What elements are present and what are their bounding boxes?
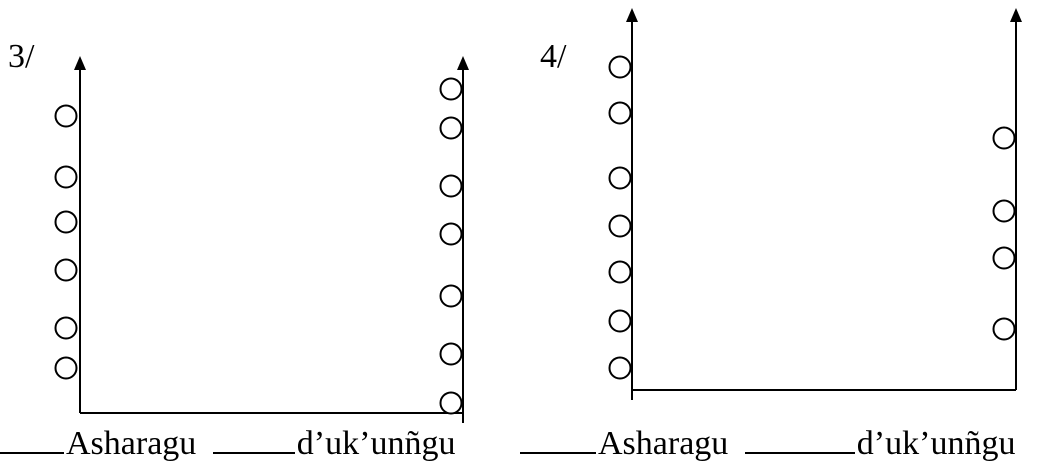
left-label: Asharagu [66,425,197,462]
left-circle [608,214,632,238]
stack-diagram [608,8,1022,400]
problem-number: 3/ [8,38,35,75]
right-circle [992,246,1016,270]
left-circle [608,260,632,284]
right-label: d’uk’unñgu [296,425,456,462]
right-circle [439,391,463,415]
left-circle [54,165,78,189]
left-circle [608,101,632,125]
left-circle [54,258,78,282]
right-circle [992,317,1016,341]
problem-number: 4/ [540,38,567,75]
right-circle [439,342,463,366]
left-circle [608,309,632,333]
left-label: Asharagu [598,425,729,462]
left-circle [608,55,632,79]
left-circle [54,210,78,234]
left-circle [54,316,78,340]
answer-blank-right[interactable] [744,422,855,454]
right-circle [992,199,1016,223]
left-circle [54,356,78,380]
answer-blank-left[interactable] [520,422,596,454]
answer-row: Asharagu d’uk’unñgu [0,422,455,461]
arrow-up-icon [626,8,638,22]
answer-blank-right[interactable] [212,422,295,454]
right-circle [439,222,463,246]
left-circle [54,104,78,128]
right-circle [992,126,1016,150]
arrow-up-icon [74,56,86,70]
right-circle [439,284,463,308]
right-circle [439,174,463,198]
right-circle [439,116,463,140]
arrow-up-icon [457,56,469,70]
left-circle [608,166,632,190]
left-circle [608,356,632,380]
problem-4: 4/ Asharagu d’uk’unñgu [520,0,1060,464]
right-circle [439,77,463,101]
answer-blank-left[interactable] [0,422,64,454]
right-label: d’uk’unñgu [856,425,1016,462]
problem-3: 3/ Asharagu d’uk’unñgu [0,0,520,464]
arrow-up-icon [1010,8,1022,22]
answer-row: Asharagu d’uk’unñgu [520,422,1015,461]
stack-diagram [54,56,469,423]
